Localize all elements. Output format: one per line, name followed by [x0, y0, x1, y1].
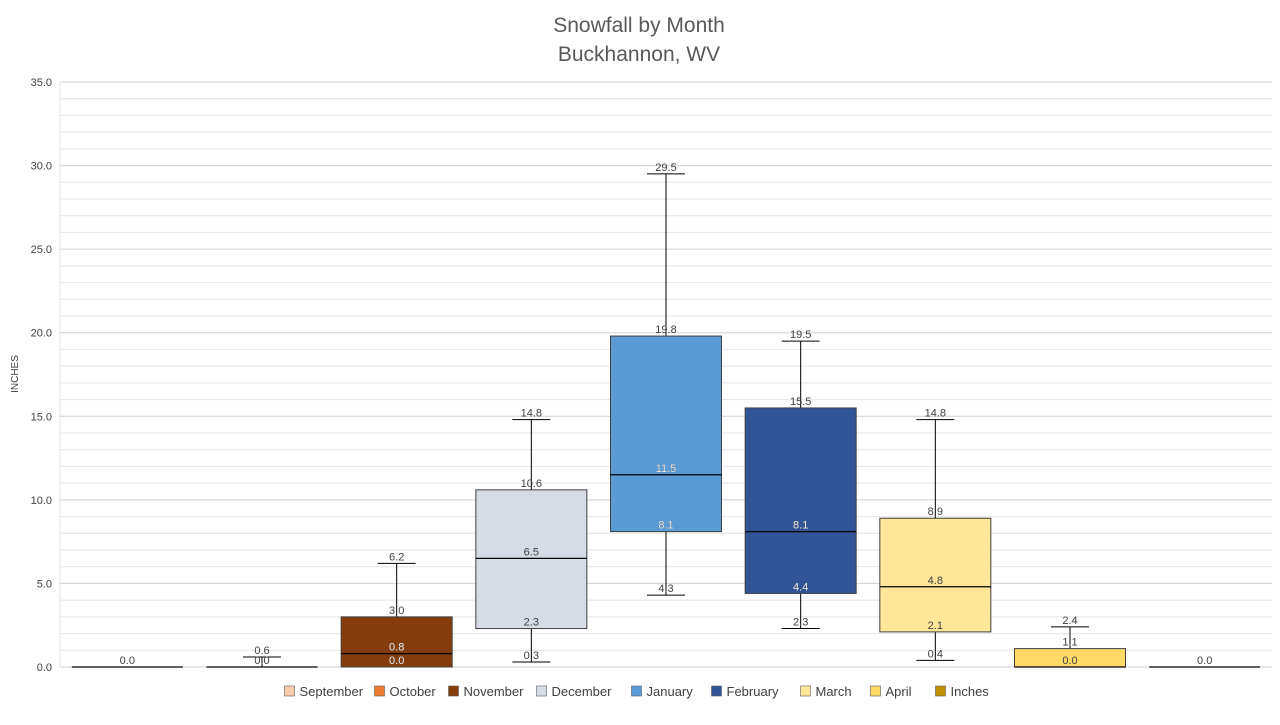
box-rect	[340, 616, 453, 668]
legend-swatch	[935, 685, 946, 697]
legend-item: March	[800, 684, 852, 699]
data-label: 0.0	[389, 655, 404, 667]
legend-label: January	[647, 684, 694, 699]
legend-label: December	[552, 684, 613, 699]
legend-item: December	[536, 684, 613, 699]
legend-label: October	[390, 684, 437, 699]
box-rect	[475, 489, 588, 630]
data-label: 8.1	[793, 520, 808, 532]
data-label: 3.0	[389, 605, 404, 617]
data-label: 6.2	[389, 551, 404, 563]
data-label: 14.8	[925, 408, 946, 420]
data-label: 4.3	[658, 583, 673, 595]
data-label: 2.3	[524, 617, 539, 629]
data-label: 19.5	[790, 329, 811, 341]
data-label: 0.4	[928, 648, 943, 660]
data-label: 0.0	[120, 655, 135, 667]
data-label: 0.3	[524, 650, 539, 662]
y-tick-label: 5.0	[37, 578, 52, 590]
legend-swatch	[711, 685, 722, 697]
legend-swatch	[631, 685, 642, 697]
data-label: 19.8	[655, 324, 676, 336]
data-label: 10.6	[521, 478, 542, 490]
data-label: 15.5	[790, 396, 811, 408]
legend-label: April	[886, 684, 912, 699]
data-label: 0.8	[389, 642, 404, 654]
legend-label: November	[464, 684, 525, 699]
y-tick-label: 10.0	[31, 495, 52, 507]
data-label: 2.3	[793, 617, 808, 629]
legend-swatch	[536, 685, 547, 697]
y-tick-label: 35.0	[31, 77, 52, 89]
chart-title: Snowfall by Month	[553, 14, 725, 37]
data-label: 4.4	[793, 581, 808, 593]
legend-swatch	[870, 685, 881, 697]
data-label: 6.5	[524, 546, 539, 558]
legend: September October November December January F…	[284, 684, 990, 699]
data-label: 14.8	[521, 408, 542, 420]
legend-label: February	[727, 684, 780, 699]
chart-subtitle: Buckhannon, WV	[558, 43, 720, 66]
data-label: 0.0	[1062, 655, 1077, 667]
data-label: 4.8	[928, 575, 943, 587]
data-label: 0.0	[254, 655, 269, 667]
legend-label: March	[816, 684, 852, 699]
data-label: 2.1	[928, 620, 943, 632]
legend-item: September	[284, 684, 364, 699]
data-label: 0.6	[254, 645, 269, 657]
box-april	[1014, 626, 1126, 668]
y-tick-label: 15.0	[31, 411, 52, 423]
box-december	[475, 419, 588, 663]
y-axis-ticks: 0.0 5.0 10.0 15.0 20.0 25.0 30.0 35.0	[31, 77, 52, 674]
data-labels: 0.00.60.06.23.00.80.014.810.66.52.30.329…	[120, 162, 1213, 667]
legend-item: January	[631, 684, 694, 699]
legend-item: October	[374, 684, 437, 699]
legend-swatch	[448, 685, 459, 697]
box-rect	[744, 407, 857, 594]
boxes	[71, 173, 1261, 668]
box-january	[610, 173, 722, 596]
y-tick-label: 0.0	[37, 662, 52, 674]
box-rect	[610, 335, 722, 533]
legend-item: April	[870, 684, 912, 699]
y-tick-label: 20.0	[31, 328, 52, 340]
legend-label: September	[300, 684, 364, 699]
data-label: 0.0	[1197, 655, 1212, 667]
data-label: 11.5	[656, 463, 677, 475]
y-tick-label: 25.0	[31, 244, 52, 256]
box-november	[340, 562, 453, 668]
legend-swatch	[374, 685, 385, 697]
data-label: 1.1	[1062, 637, 1077, 649]
legend-swatch	[284, 685, 295, 697]
legend-label: Inches	[951, 684, 990, 699]
box-rect	[879, 517, 992, 633]
legend-item: February	[711, 684, 780, 699]
y-tick-label: 30.0	[31, 161, 52, 173]
box-october	[206, 656, 318, 668]
y-axis-label: INCHES	[10, 355, 21, 393]
data-label: 2.4	[1062, 615, 1077, 627]
data-label: 8.1	[658, 520, 673, 532]
legend-item: November	[448, 684, 525, 699]
legend-swatch	[800, 685, 811, 697]
box-february	[744, 340, 857, 630]
legend-item: Inches	[935, 684, 990, 699]
box-march	[879, 419, 992, 661]
data-label: 8.9	[928, 506, 943, 518]
data-label: 29.5	[655, 162, 676, 174]
